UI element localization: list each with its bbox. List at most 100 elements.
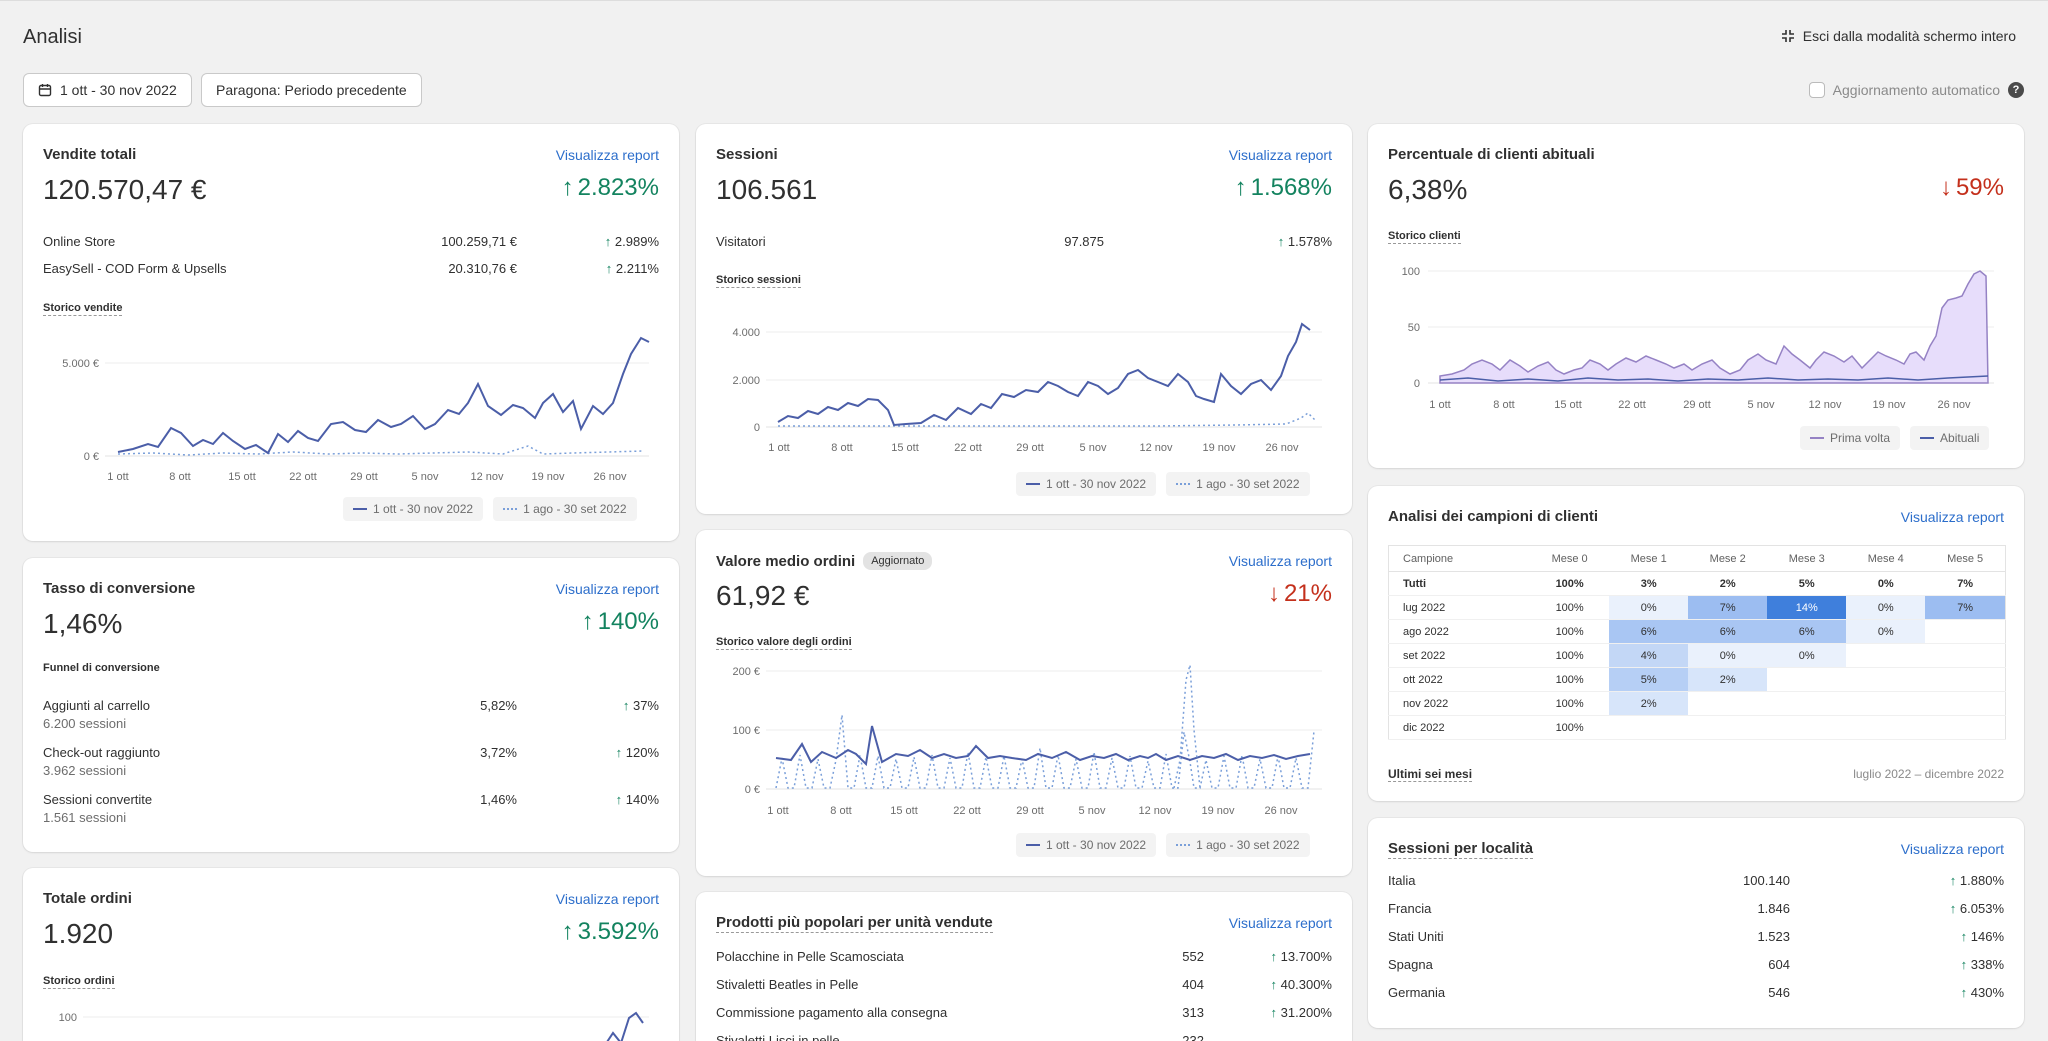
cohort-card: Analisi dei campioni di clienti Visualiz… [1368, 486, 2024, 801]
legend-item-previous[interactable]: 1 ago - 30 set 2022 [493, 497, 637, 521]
arrow-up-icon: ↑ [1960, 929, 1968, 944]
y-tick-label: 0 € [745, 784, 760, 796]
chart-label: Storico sessioni [716, 274, 801, 288]
auto-update-label: Aggiornamento automatico [1832, 82, 2000, 98]
card-title: Sessioni per località [1388, 840, 1534, 859]
list-item: Spagna 604 ↑ 338% [1388, 957, 2004, 972]
arrow-up-icon: ↑ [1234, 174, 1247, 201]
x-tick-label: 8 ott [169, 471, 190, 483]
chart-label: Storico clienti [1388, 230, 1461, 244]
sessions-change: ↑ 1.568% [1234, 174, 1332, 201]
y-tick-label: 50 [1408, 322, 1420, 334]
previous-series-peak [1173, 664, 1201, 789]
x-tick-label: 8 ott [830, 805, 851, 817]
arrow-up-icon: ↑ [1949, 901, 1957, 916]
x-tick-label: 26 nov [593, 471, 627, 483]
card-title: Prodotti più popolari per unità vendute [716, 914, 993, 933]
legend-item-current[interactable]: 1 ott - 30 nov 2022 [1016, 472, 1157, 496]
list-item: Online Store 100.259,71 € ↑ 2.989% [43, 234, 659, 249]
arrow-up-icon: ↑ [1270, 1005, 1278, 1020]
column-header: Mese 0 [1530, 545, 1610, 572]
x-tick-label: 8 ott [831, 442, 852, 454]
view-report-link[interactable]: Visualizza report [1228, 915, 1332, 931]
previous-series-line [778, 412, 1317, 427]
cohort-range-label: luglio 2022 – dicembre 2022 [1853, 767, 2004, 781]
help-icon[interactable]: ? [2008, 82, 2024, 98]
legend-item-returning[interactable]: Abituali [1910, 426, 1990, 450]
exit-fullscreen-label: Esci dalla modalità schermo intero [1802, 28, 2016, 44]
table-row: ago 2022 100% 6% 6% 6% 0% [1388, 619, 2006, 644]
x-tick-label: 5 nov [412, 471, 439, 483]
x-tick-label: 15 ott [228, 471, 256, 483]
x-tick-label: 5 nov [1080, 442, 1107, 454]
compare-label: Paragona: Periodo precedente [216, 82, 407, 98]
list-item: Commissione pagamento alla consegna 313 ↑ … [716, 1005, 1332, 1020]
x-tick-label: 5 nov [1079, 805, 1106, 817]
list-item: Stati Uniti 1.523 ↑ 146% [1388, 929, 2004, 944]
view-report-link[interactable]: Visualizza report [1228, 553, 1332, 569]
sales-card: Vendite totali Visualizza report 120.570… [23, 124, 679, 541]
arrow-up-icon: ↑ [561, 918, 574, 945]
x-tick-label: 19 nov [1201, 805, 1235, 817]
arrow-up-icon: ↑ [615, 745, 623, 760]
x-tick-label: 19 nov [1872, 399, 1906, 411]
y-tick-label: 2.000 [732, 375, 760, 387]
x-tick-label: 1 ott [107, 471, 128, 483]
auto-update-toggle[interactable]: Aggiornamento automatico ? [1808, 82, 2024, 98]
aov-change: ↓ 21% [1267, 580, 1332, 607]
card-title: Totale ordini [43, 890, 132, 907]
arrow-down-icon: ↓ [1939, 174, 1952, 201]
list-item: Check-out raggiunto 3.962 sessioni 3,72% ↑ … [43, 745, 659, 778]
view-report-link[interactable]: Visualizza report [555, 147, 659, 163]
conversion-value: 1,46% [43, 608, 123, 639]
date-range-button[interactable]: 1 ott - 30 nov 2022 [23, 73, 192, 107]
table-header-row: Campione Mese 0 Mese 1 Mese 2 Mese 3 Mes… [1388, 545, 2006, 572]
table-row: nov 2022 100% 2% [1388, 691, 2006, 716]
list-item: Polacchine in Pelle Scamosciata 552 ↑ 13.7… [716, 949, 1332, 964]
current-series-line [775, 725, 1311, 767]
y-tick-label: 0 [1414, 378, 1420, 390]
column-header: Mese 3 [1767, 545, 1847, 572]
legend-item-current[interactable]: 1 ott - 30 nov 2022 [343, 497, 484, 521]
auto-update-checkbox[interactable] [1808, 82, 1825, 98]
x-tick-label: 29 ott [350, 471, 378, 483]
sales-chart: 5.000 € 0 € 1 ott 8 ott 15 ott 22 ott 29… [62, 336, 650, 483]
view-report-link[interactable]: Visualizza report [1900, 841, 2004, 857]
x-tick-label: 29 ott [1016, 442, 1044, 454]
compare-button[interactable]: Paragona: Periodo precedente [201, 73, 422, 107]
view-report-link[interactable]: Visualizza report [1900, 509, 2004, 525]
x-tick-label: 1 ott [767, 805, 788, 817]
x-tick-label: 12 nov [470, 471, 504, 483]
table-row: dic 2022 100% [1388, 715, 2006, 740]
x-tick-label: 15 ott [890, 805, 918, 817]
view-report-link[interactable]: Visualizza report [555, 581, 659, 597]
y-tick-label: 4.000 [732, 327, 760, 339]
conversion-change: ↑ 140% [581, 608, 659, 635]
arrow-up-icon: ↑ [605, 261, 613, 276]
column-header: Mese 1 [1609, 545, 1689, 572]
x-tick-label: 19 nov [531, 471, 565, 483]
view-report-link[interactable]: Visualizza report [555, 891, 659, 907]
legend-item-current[interactable]: 1 ott - 30 nov 2022 [1016, 833, 1157, 857]
orders-value: 1.920 [43, 918, 114, 949]
view-report-link[interactable]: Visualizza report [1228, 147, 1332, 163]
list-item: Visitatori 97.875 ↑ 1.578% [716, 234, 1332, 249]
aov-chart: 200 € 100 € 0 € 1 ott 8 ott 15 ott 22 ot… [732, 664, 1322, 817]
locations-card: Sessioni per località Visualizza report … [1368, 818, 2024, 1028]
exit-fullscreen-button[interactable]: Esci dalla modalità schermo intero [1781, 28, 2016, 44]
previous-series-line [117, 445, 644, 456]
card-title: Analisi dei campioni di clienti [1388, 508, 1599, 525]
column-header: Mese 4 [1846, 545, 1926, 572]
x-tick-label: 22 ott [289, 471, 317, 483]
funnel-label: Funnel di conversione [43, 662, 160, 674]
x-tick-label: 1 ott [768, 442, 789, 454]
list-item: Stivaletti Lisci in pelle 232 [716, 1033, 1204, 1041]
x-tick-label: 15 ott [1554, 399, 1582, 411]
x-tick-label: 5 nov [1748, 399, 1775, 411]
legend-item-previous[interactable]: 1 ago - 30 set 2022 [1166, 833, 1310, 857]
exit-fullscreen-icon [1781, 30, 1794, 42]
arrow-down-icon: ↓ [1267, 580, 1280, 607]
legend-item-first-time[interactable]: Prima volta [1800, 426, 1901, 450]
cohort-period-label: Ultimi sei mesi [1388, 767, 1473, 782]
legend-item-previous[interactable]: 1 ago - 30 set 2022 [1166, 472, 1310, 496]
